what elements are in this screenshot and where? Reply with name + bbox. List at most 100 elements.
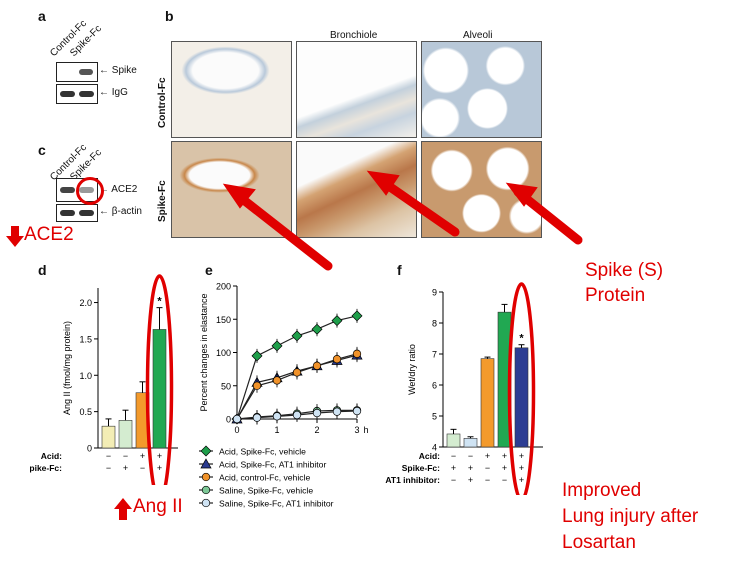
y-tick-label: 8 xyxy=(432,319,437,329)
condition-mark: − xyxy=(451,451,456,461)
blot-c-actin-label: ← β-actin xyxy=(99,206,142,217)
data-point xyxy=(201,472,211,482)
red-arrow-shaft xyxy=(231,189,333,271)
data-point xyxy=(201,485,211,495)
x-tick-label: 0 xyxy=(234,425,239,435)
significance-star: * xyxy=(519,333,524,345)
improved-lung-annotation: Improved Lung injury after Losartan xyxy=(562,480,699,553)
y-tick-label: 200 xyxy=(216,282,231,292)
data-point xyxy=(252,413,262,422)
data-point xyxy=(352,349,362,358)
ace2-highlight-circle xyxy=(76,177,104,205)
spike-protein-annotation: Spike (S) Protein xyxy=(585,260,664,306)
blot-band xyxy=(79,69,93,75)
condition-mark: − xyxy=(485,475,490,485)
significance-star: * xyxy=(157,296,162,308)
condition-label: Acid: xyxy=(41,451,62,461)
condition-mark: − xyxy=(106,463,111,473)
blot-a-igg-strip xyxy=(56,84,98,104)
blot-band xyxy=(60,187,75,193)
y-tick-label: 100 xyxy=(216,348,231,358)
condition-mark: + xyxy=(468,475,473,485)
condition-mark: + xyxy=(140,451,145,461)
data-point xyxy=(291,330,303,342)
blot-a-spike-strip xyxy=(56,62,98,82)
condition-mark: − xyxy=(106,451,111,461)
panel-e-label: e xyxy=(205,262,213,278)
bar xyxy=(446,433,461,448)
data-point xyxy=(311,323,323,335)
y-tick-label: 150 xyxy=(216,315,231,325)
legend-label: Acid, Spike-Fc, AT1 inhibitor xyxy=(219,460,326,470)
condition-mark: + xyxy=(451,463,456,473)
panel-b-label: b xyxy=(165,8,174,24)
condition-mark: − xyxy=(468,451,473,461)
y-tick-label: 7 xyxy=(432,350,437,360)
highlight-ellipse xyxy=(145,274,174,485)
condition-mark: − xyxy=(502,475,507,485)
condition-label: Spike-Fc: xyxy=(402,463,440,473)
blot-band xyxy=(60,91,75,97)
panel-f-label: f xyxy=(397,262,402,278)
micrograph-col-alveoli: Alveoli xyxy=(463,30,493,41)
condition-mark: − xyxy=(140,463,145,473)
condition-mark: + xyxy=(519,475,524,485)
y-tick-label: 0 xyxy=(87,444,92,454)
red-arrow-head xyxy=(366,170,400,196)
chart-e-svg: 0 50 100 150 200 0 1 2 3 h Percent changes in elas… xyxy=(199,282,369,509)
micrograph-col-bronchiole: Bronchiole xyxy=(330,30,378,41)
condition-mark: + xyxy=(519,451,524,461)
chart-d-svg: 0 0.5 1.0 1.5 2.0 Ang II (fmol/mg protein) * Ac… xyxy=(30,274,178,485)
y-tick-label: 9 xyxy=(432,288,437,298)
data-point xyxy=(232,414,242,424)
blot-c-ace2-label: ← ACE2 xyxy=(99,184,138,195)
blot-a-igg-label: ← IgG xyxy=(99,87,128,98)
y-tick-label: 6 xyxy=(432,381,437,391)
bar xyxy=(480,358,495,448)
y-tick-label: 4 xyxy=(432,443,437,453)
data-point xyxy=(331,315,343,327)
x-tick-label: 1 xyxy=(274,425,279,435)
bar xyxy=(514,347,529,448)
micrograph-control-bronchiole xyxy=(296,41,417,138)
condition-mark: + xyxy=(468,463,473,473)
data-point xyxy=(352,406,362,416)
y-tick-label: 1.5 xyxy=(79,334,92,344)
data-point xyxy=(200,445,212,457)
y-axis-label: Ang II (fmol/mg protein) xyxy=(62,321,72,415)
condition-mark: + xyxy=(485,451,490,461)
data-point xyxy=(312,408,322,418)
panel-d-label: d xyxy=(38,262,47,278)
condition-mark: + xyxy=(519,463,524,473)
data-point xyxy=(272,376,282,385)
x-tick-label: 3 xyxy=(354,425,359,435)
legend-label: Saline, Spike-Fc, AT1 inhibitor xyxy=(219,499,334,509)
down-arrow-icon xyxy=(6,226,24,247)
condition-mark: + xyxy=(123,463,128,473)
data-point xyxy=(201,498,211,508)
red-arrow-head xyxy=(505,182,538,207)
blot-band xyxy=(60,210,75,216)
y-tick-label: 5 xyxy=(432,412,437,422)
bar xyxy=(152,329,167,449)
y-tick-label: 0 xyxy=(226,415,231,425)
condition-mark: − xyxy=(123,451,128,461)
condition-mark: − xyxy=(485,463,490,473)
legend-label: Saline, Spike-Fc, vehicle xyxy=(219,486,313,496)
data-point xyxy=(351,310,363,322)
bar xyxy=(463,438,478,448)
blot-band xyxy=(79,91,94,97)
data-point xyxy=(272,412,282,421)
y-tick-label: 50 xyxy=(221,381,231,391)
y-axis-label: Percent changes in elastance xyxy=(199,293,209,411)
condition-mark: + xyxy=(502,451,507,461)
data-point xyxy=(332,407,342,416)
panel-a-label: a xyxy=(38,8,46,24)
condition-label: Spike-Fc: xyxy=(30,463,62,473)
micrograph-control-overview xyxy=(171,41,292,138)
blot-band xyxy=(79,210,94,216)
red-arrow-head xyxy=(222,183,256,209)
y-tick-label: 1.0 xyxy=(79,371,92,381)
condition-label: Acid: xyxy=(419,451,440,461)
y-tick-label: 2.0 xyxy=(79,298,92,308)
